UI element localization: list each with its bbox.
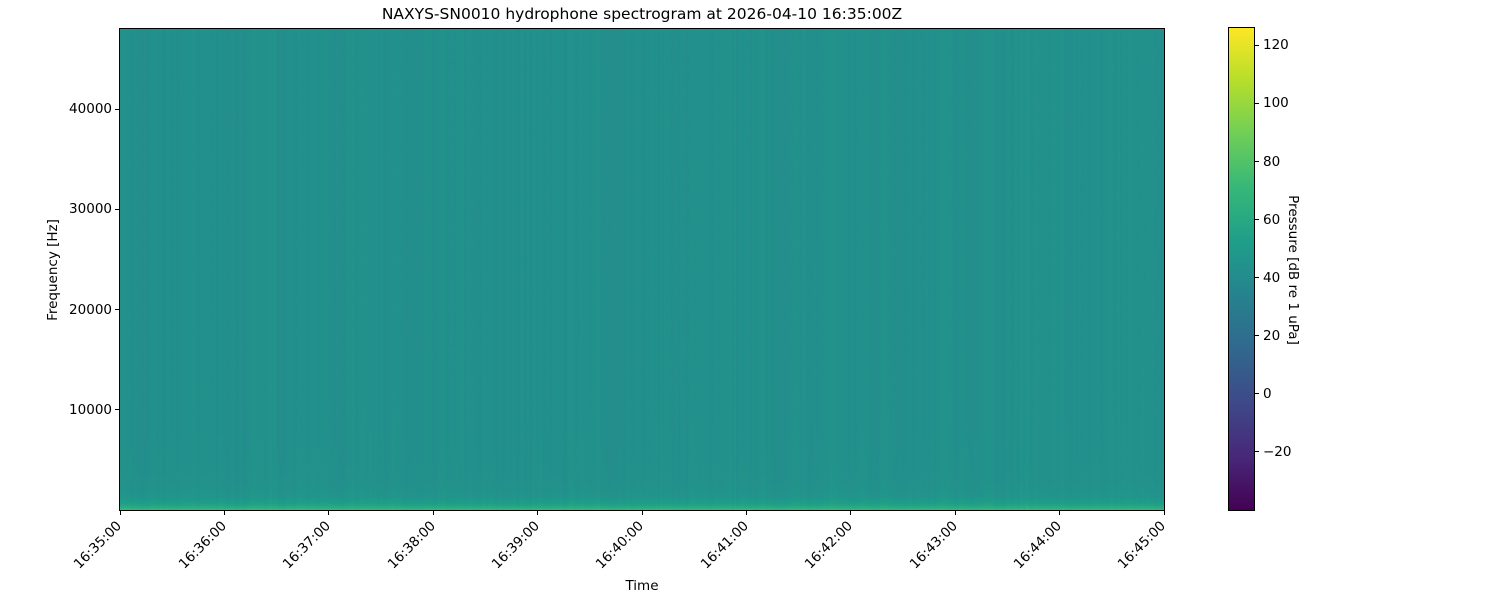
x-tick-label: 16:36:00 bbox=[175, 518, 230, 573]
colorbar-tick-mark bbox=[1255, 335, 1259, 337]
colorbar bbox=[1228, 27, 1255, 511]
colorbar-tick-mark bbox=[1255, 219, 1259, 221]
x-tick-mark bbox=[328, 511, 330, 515]
colorbar-tick-label: 0 bbox=[1263, 385, 1272, 402]
y-axis-label: Frequency [Hz] bbox=[45, 219, 61, 321]
y-tick-mark bbox=[115, 409, 119, 411]
x-tick-mark bbox=[745, 511, 747, 515]
colorbar-label: Pressure [dB re 1 uPa] bbox=[1285, 195, 1301, 345]
x-tick-label: 16:35:00 bbox=[71, 518, 126, 573]
x-axis-label: Time bbox=[625, 578, 659, 594]
colorbar-tick-label: 40 bbox=[1263, 269, 1281, 286]
y-tick-label: 20000 bbox=[69, 301, 112, 318]
x-tick-mark bbox=[1059, 511, 1061, 515]
x-tick-mark bbox=[223, 511, 225, 515]
colorbar-tick-label: 20 bbox=[1263, 327, 1281, 344]
x-tick-label: 16:45:00 bbox=[1115, 518, 1170, 573]
x-tick-label: 16:38:00 bbox=[384, 518, 439, 573]
x-tick-label: 16:40:00 bbox=[593, 518, 648, 573]
colorbar-tick-mark bbox=[1255, 277, 1259, 279]
spectrogram-image bbox=[120, 29, 1164, 510]
y-tick-mark bbox=[115, 309, 119, 311]
x-tick-mark bbox=[641, 511, 643, 515]
colorbar-tick-mark bbox=[1255, 451, 1259, 453]
colorbar-tick-label: −20 bbox=[1263, 443, 1292, 460]
colorbar-gradient bbox=[1229, 28, 1254, 510]
x-tick-label: 16:41:00 bbox=[697, 518, 752, 573]
chart-title: NAXYS-SN0010 hydrophone spectrogram at 2… bbox=[381, 5, 903, 23]
colorbar-tick-mark bbox=[1255, 393, 1259, 395]
colorbar-tick-mark bbox=[1255, 44, 1259, 46]
x-tick-mark bbox=[432, 511, 434, 515]
x-tick-mark bbox=[954, 511, 956, 515]
plot-area bbox=[119, 28, 1165, 511]
x-tick-label: 16:37:00 bbox=[279, 518, 335, 573]
x-tick-mark bbox=[850, 511, 852, 515]
colorbar-tick-label: 120 bbox=[1263, 37, 1289, 54]
colorbar-tick-label: 100 bbox=[1263, 95, 1289, 112]
x-tick-mark bbox=[537, 511, 539, 515]
y-tick-label: 10000 bbox=[69, 401, 112, 418]
x-tick-mark bbox=[119, 511, 121, 515]
x-tick-label: 16:39:00 bbox=[488, 518, 543, 573]
colorbar-tick-mark bbox=[1255, 102, 1259, 104]
y-tick-mark bbox=[115, 208, 119, 210]
x-tick-label: 16:44:00 bbox=[1010, 518, 1065, 573]
colorbar-tick-mark bbox=[1255, 161, 1259, 163]
colorbar-tick-label: 60 bbox=[1263, 211, 1281, 228]
colorbar-tick-label: 80 bbox=[1263, 153, 1281, 170]
x-tick-label: 16:42:00 bbox=[801, 518, 857, 573]
y-tick-label: 40000 bbox=[69, 101, 112, 118]
x-tick-label: 16:43:00 bbox=[906, 518, 961, 573]
y-tick-label: 30000 bbox=[69, 201, 112, 218]
x-tick-mark bbox=[1163, 511, 1165, 515]
y-tick-mark bbox=[115, 108, 119, 110]
